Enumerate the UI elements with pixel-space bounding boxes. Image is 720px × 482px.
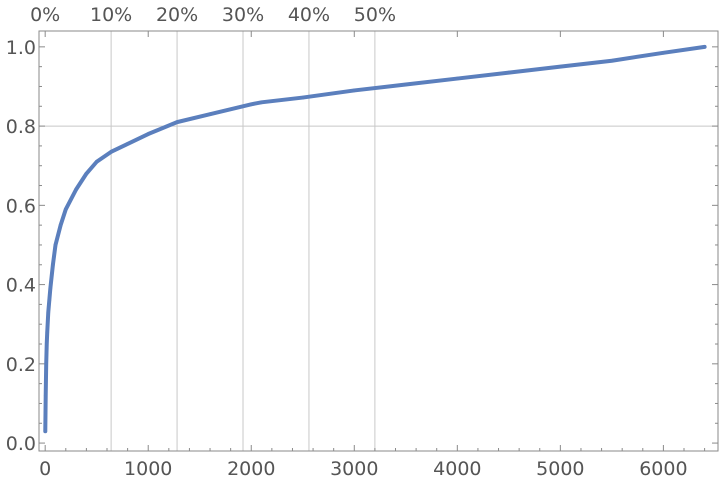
data-point — [63, 207, 68, 212]
data-point — [455, 76, 460, 81]
data-point — [51, 262, 55, 267]
data-point — [84, 171, 89, 176]
data-point — [352, 88, 357, 93]
top-tick-label: 50% — [354, 4, 396, 26]
data-point — [46, 310, 51, 315]
x-tick-label: 6000 — [639, 458, 687, 480]
x-tick-label: 1000 — [124, 458, 172, 480]
top-tick-label: 30% — [222, 4, 264, 26]
data-point — [300, 95, 305, 100]
plot-frame — [38, 30, 719, 452]
top-tick-label: 0% — [30, 4, 60, 26]
data-point — [249, 102, 254, 107]
data-point — [175, 120, 179, 124]
data-point — [702, 45, 707, 49]
data-point — [74, 187, 78, 192]
x-tick-label: 2000 — [227, 458, 275, 480]
top-tick-label: 20% — [156, 4, 198, 26]
data-point — [109, 150, 113, 154]
data-point — [47, 298, 52, 303]
x-tick-label: 5000 — [536, 458, 584, 480]
axis-layer: 0 1000 2000 3000 4000 5000 6000 0% 10% 20% 30% 40% 5… — [6, 4, 718, 480]
data-point — [507, 70, 511, 75]
data-point — [45, 330, 50, 334]
data-point — [661, 50, 666, 55]
top-tick-label: 40% — [288, 4, 330, 26]
data-point — [558, 64, 563, 69]
data-point — [404, 82, 408, 87]
data-point — [44, 342, 49, 346]
y-tick-label: 0.2 — [6, 354, 36, 376]
y-tick-label: 0.4 — [6, 275, 36, 297]
data-point — [53, 243, 58, 247]
data-point — [259, 100, 264, 105]
x-tick-label: 0 — [39, 458, 51, 480]
data-point — [48, 286, 53, 291]
data-point — [610, 58, 614, 63]
data-point — [43, 393, 48, 398]
data-point — [146, 132, 151, 136]
y-tick-label: 0.0 — [6, 433, 36, 455]
y-tick-label: 0.8 — [6, 116, 36, 138]
y-tick-label: 1.0 — [6, 37, 36, 59]
top-tick-label: 10% — [90, 4, 132, 26]
y-tick-label: 0.6 — [6, 195, 36, 217]
data-point — [58, 223, 63, 227]
data-point — [94, 159, 99, 164]
data-point — [43, 429, 48, 433]
x-tick-label: 4000 — [433, 458, 481, 480]
x-tick-label: 3000 — [330, 458, 378, 480]
grid-layer — [39, 31, 718, 451]
data-point — [44, 362, 49, 366]
data-point — [125, 142, 130, 146]
data-point — [208, 112, 212, 117]
series-layer — [43, 44, 707, 434]
